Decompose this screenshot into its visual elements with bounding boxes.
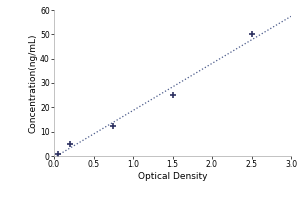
Y-axis label: Concentration(ng/mL): Concentration(ng/mL) [28, 33, 37, 133]
X-axis label: Optical Density: Optical Density [138, 172, 207, 181]
